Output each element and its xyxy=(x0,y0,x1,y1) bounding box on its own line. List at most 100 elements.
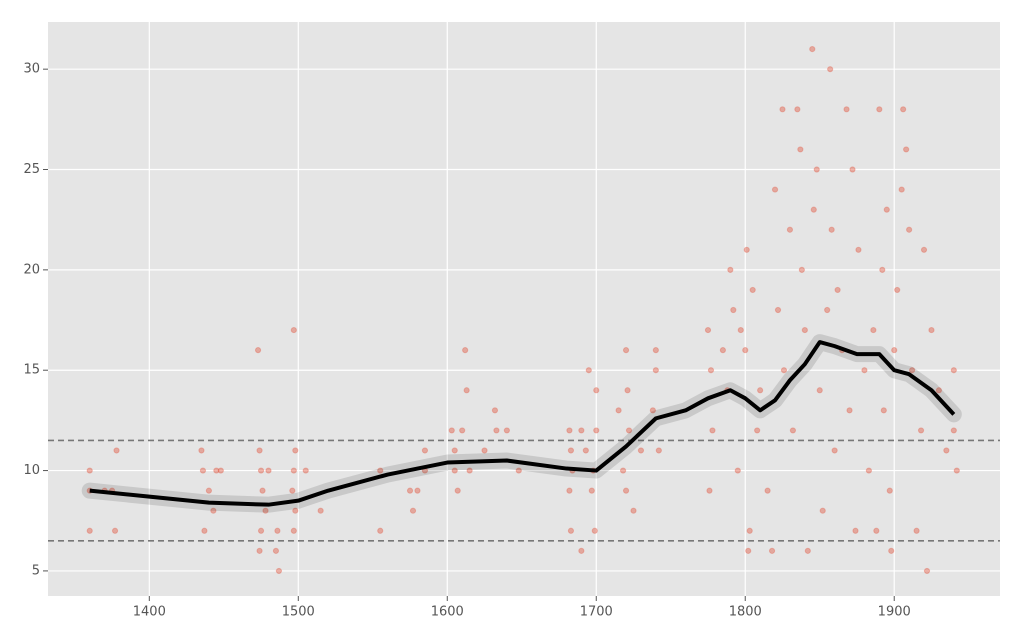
point xyxy=(578,547,585,554)
point xyxy=(289,487,296,494)
point xyxy=(849,166,856,173)
point xyxy=(582,447,589,454)
point xyxy=(466,467,473,474)
point xyxy=(742,347,749,354)
point xyxy=(588,487,595,494)
point xyxy=(459,427,466,434)
point xyxy=(86,467,93,474)
point xyxy=(593,387,600,394)
point xyxy=(943,447,950,454)
point xyxy=(813,166,820,173)
point xyxy=(870,326,877,334)
point xyxy=(275,567,283,575)
point xyxy=(861,367,868,374)
point xyxy=(737,326,744,334)
point xyxy=(481,447,488,454)
point xyxy=(764,487,771,494)
point xyxy=(567,527,575,534)
point xyxy=(205,487,213,494)
point xyxy=(111,527,119,534)
point xyxy=(615,407,622,414)
point xyxy=(515,467,522,474)
point xyxy=(113,447,120,454)
point xyxy=(503,427,510,434)
point xyxy=(262,507,269,514)
point xyxy=(876,106,883,113)
point xyxy=(622,347,630,354)
point xyxy=(649,407,656,414)
point xyxy=(493,427,500,434)
point xyxy=(448,427,455,434)
point xyxy=(86,527,93,534)
x-tick-label: 1500 xyxy=(282,605,315,620)
point xyxy=(719,347,726,354)
point xyxy=(292,447,299,454)
point xyxy=(454,487,461,494)
point xyxy=(879,266,886,273)
y-tick-label: 25 xyxy=(23,162,40,177)
point xyxy=(734,467,741,474)
point xyxy=(730,306,737,314)
point xyxy=(903,146,910,153)
plot-background xyxy=(48,22,1000,596)
point xyxy=(906,226,913,233)
point xyxy=(377,527,384,534)
point xyxy=(210,507,217,514)
point xyxy=(816,387,823,394)
point xyxy=(652,367,659,374)
point xyxy=(652,347,659,354)
point xyxy=(706,487,713,494)
point xyxy=(855,246,862,253)
point xyxy=(809,45,816,53)
point xyxy=(377,467,384,474)
point xyxy=(768,547,776,554)
point xyxy=(624,387,631,394)
point xyxy=(743,246,750,253)
point xyxy=(409,507,417,514)
point xyxy=(217,467,224,474)
point xyxy=(566,427,573,434)
point xyxy=(928,326,935,334)
point xyxy=(828,226,835,233)
point xyxy=(272,547,280,554)
point xyxy=(873,527,880,534)
point xyxy=(591,527,598,534)
point xyxy=(265,467,272,474)
point xyxy=(290,467,297,474)
point xyxy=(917,427,925,434)
y-tick-label: 20 xyxy=(23,262,40,277)
point xyxy=(201,527,208,534)
point xyxy=(406,487,414,494)
point xyxy=(655,447,662,454)
point xyxy=(900,106,907,113)
point xyxy=(810,206,817,213)
point xyxy=(622,487,630,494)
point xyxy=(898,186,905,193)
point xyxy=(256,547,263,554)
point xyxy=(801,326,808,334)
point xyxy=(846,407,853,414)
point xyxy=(566,487,573,494)
point xyxy=(585,367,592,374)
point xyxy=(754,427,761,434)
point xyxy=(451,447,458,454)
point xyxy=(953,467,960,474)
point xyxy=(789,427,797,434)
y-tick-label: 15 xyxy=(23,363,40,378)
point xyxy=(798,266,805,273)
point xyxy=(883,206,890,213)
point xyxy=(923,567,931,575)
point xyxy=(746,527,753,534)
point xyxy=(199,467,207,474)
point xyxy=(779,106,786,113)
point xyxy=(794,106,801,113)
point xyxy=(254,347,262,354)
point xyxy=(865,467,872,474)
point xyxy=(880,407,887,414)
x-tick-label: 1700 xyxy=(580,605,613,620)
point xyxy=(780,367,788,374)
point xyxy=(259,487,266,494)
point xyxy=(797,146,804,153)
point xyxy=(894,286,901,294)
point xyxy=(819,507,826,514)
